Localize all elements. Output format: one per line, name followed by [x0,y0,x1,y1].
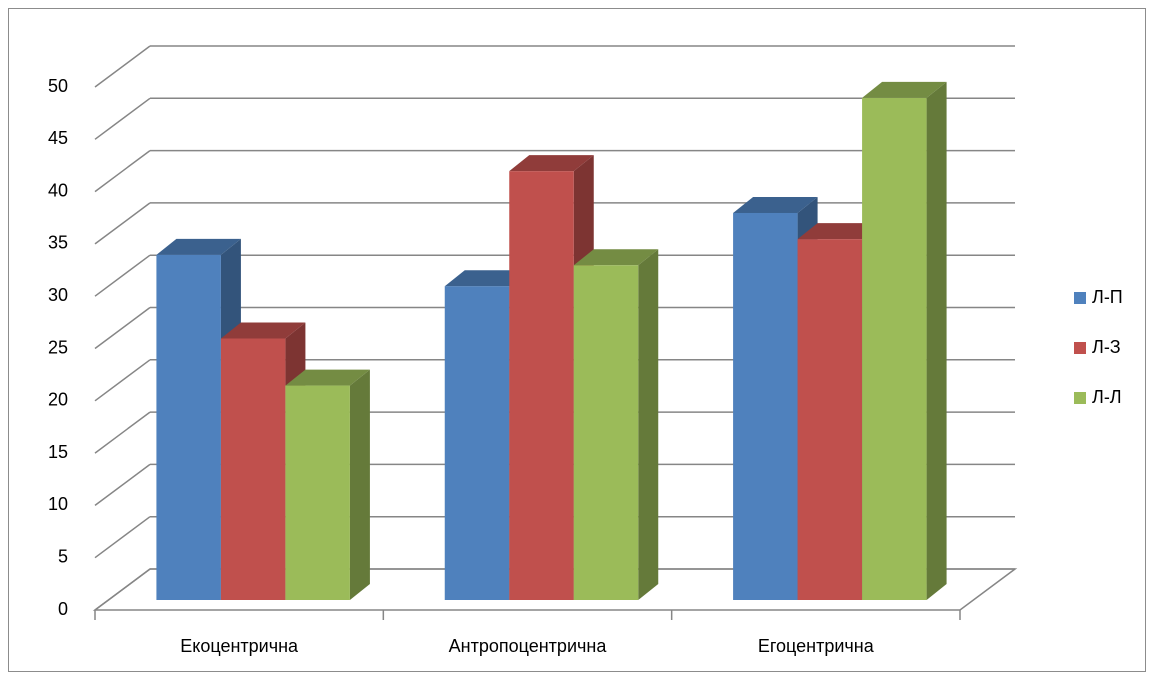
y-tick-label: 45 [48,128,68,148]
bar [444,286,510,600]
grid-line-side [94,516,151,559]
grid-line-side [94,45,151,88]
y-tick-label: 35 [48,233,68,253]
x-tick-label: Егоцентрична [758,636,875,656]
y-tick-label: 5 [58,546,68,566]
grid-line-side [94,359,151,402]
bar [797,239,863,600]
legend-swatch [1074,342,1086,354]
y-tick-label: 20 [48,390,68,410]
bar-top [733,196,818,213]
bar-top [220,322,306,339]
legend-label: Л-З [1092,337,1121,357]
bar-top [797,223,883,240]
y-tick-label: 40 [48,180,68,200]
legend-label: Л-Л [1092,387,1122,407]
y-tick-label: 10 [48,494,68,514]
bar-top [509,155,594,172]
bar [509,171,574,600]
y-tick-label: 30 [48,285,68,305]
grid-line-side [94,568,151,611]
bar-top [862,81,947,98]
bar [862,97,927,601]
legend-swatch [1074,392,1086,404]
x-tick-label: Антропоцентрична [449,636,608,656]
x-tick-label: Екоцентрична [180,636,299,656]
bar-side [638,249,659,600]
bar-top [444,270,530,287]
grid-line-side [94,97,151,140]
bar-top [573,249,659,266]
grid-line-side [94,202,151,245]
grid-line-side [94,306,151,350]
bar [220,338,286,600]
grid-line-side [94,254,151,297]
y-tick-label: 0 [58,599,68,619]
bar-side [926,81,947,601]
y-tick-label: 15 [48,442,68,462]
legend-swatch [1074,292,1086,304]
bar-top [156,238,241,255]
grid-line-side [94,463,151,507]
legend-label: Л-П [1092,287,1123,307]
y-tick-label: 25 [48,337,68,357]
grid-line-side [94,149,151,193]
bar-top [285,369,370,386]
bar [733,212,798,601]
bar [573,265,639,600]
y-tick-label: 50 [48,76,68,96]
bar-side [349,369,370,600]
bar [285,385,350,600]
grid-line-side [94,411,151,454]
bar [156,254,221,600]
